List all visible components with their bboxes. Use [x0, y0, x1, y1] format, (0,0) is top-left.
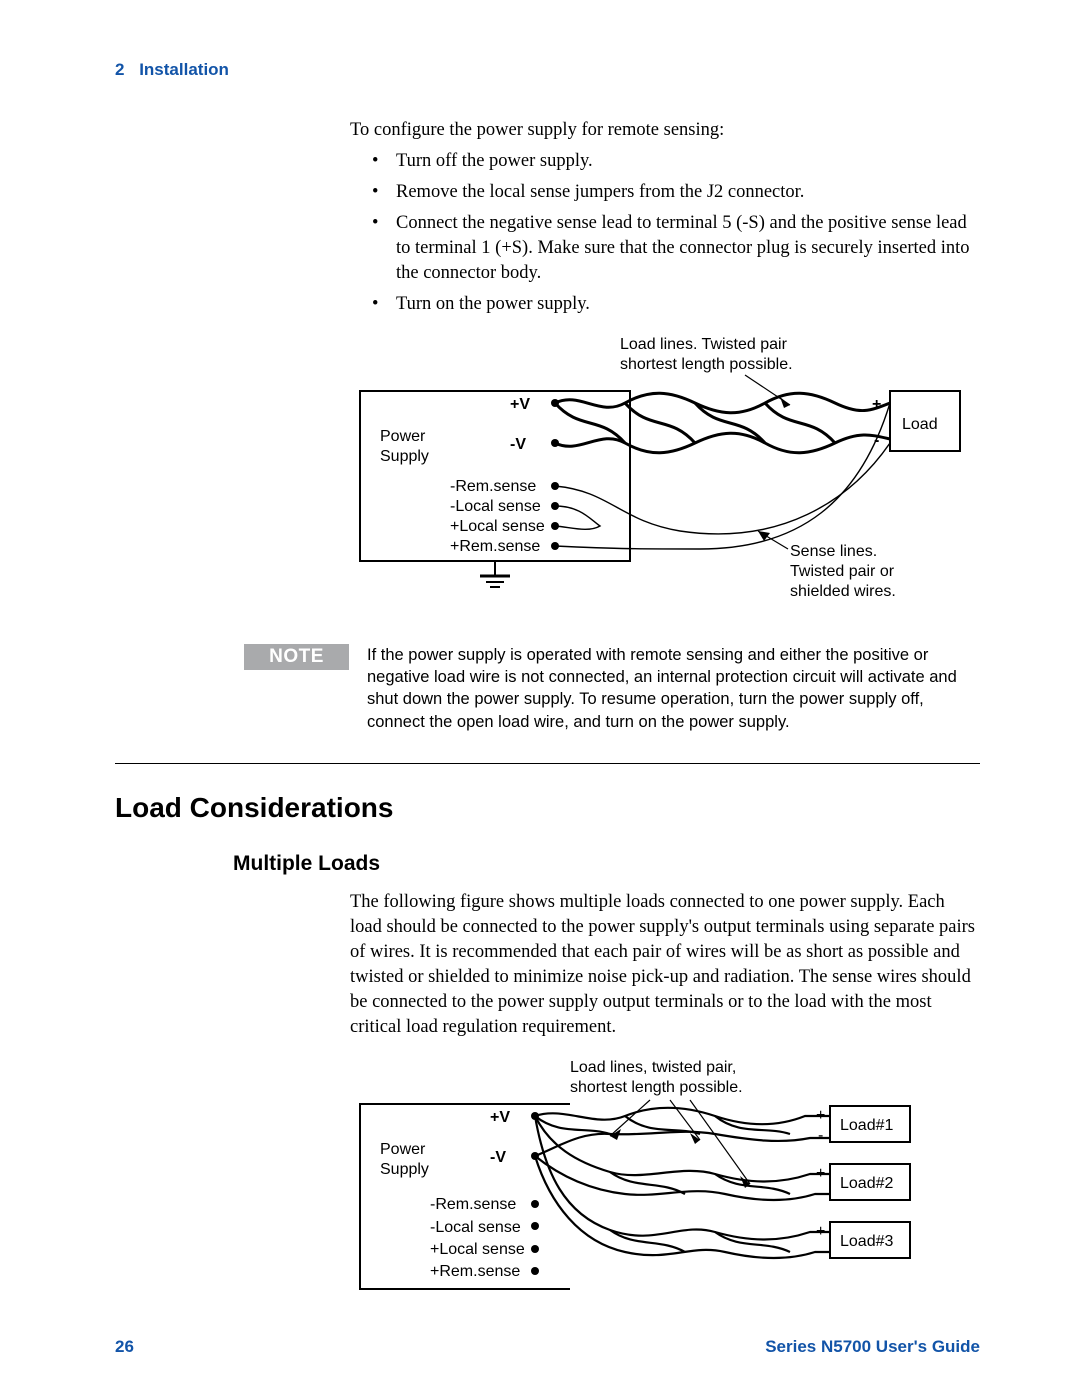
multi-block: The following figure shows multiple load…: [350, 890, 980, 1040]
figure-multiple-loads: Load lines, twisted pair, shortest lengt…: [350, 1054, 980, 1299]
note-row: NOTE If the power supply is operated wit…: [115, 644, 980, 733]
fig1-pls: +Local sense: [450, 518, 545, 535]
section-title: Load Considerations: [115, 792, 980, 824]
fig1-nv: -V: [510, 436, 526, 453]
intro-block: To configure the power supply for remote…: [350, 118, 980, 317]
bullet-item: Turn on the power supply.: [396, 292, 980, 317]
fig1-ps1: Power: [380, 428, 426, 445]
fig2-prs: +Rem.sense: [430, 1263, 520, 1280]
intro-text: To configure the power supply for remote…: [350, 118, 980, 143]
fig1-prs: +Rem.sense: [450, 538, 540, 555]
fig2-topnote2: shortest length possible.: [570, 1079, 743, 1096]
divider: [115, 763, 980, 764]
figure-remote-sense: Load lines. Twisted pair shortest length…: [350, 331, 980, 626]
fig2-nrs: -Rem.sense: [430, 1196, 516, 1213]
fig1-ps2: Supply: [380, 448, 429, 465]
fig1-sense3: shielded wires.: [790, 583, 896, 600]
page-number: 26: [115, 1337, 134, 1357]
fig2-load3: Load#3: [840, 1233, 893, 1250]
fig1-nrs: -Rem.sense: [450, 478, 536, 495]
fig2-pv: +V: [490, 1109, 510, 1126]
multi-para: The following figure shows multiple load…: [350, 890, 980, 1040]
fig1-sense2: Twisted pair or: [790, 563, 895, 580]
bullet-list: Turn off the power supply. Remove the lo…: [350, 149, 980, 317]
subsection-title: Multiple Loads: [233, 852, 980, 876]
page-footer: 26 Series N5700 User's Guide: [115, 1337, 980, 1357]
fig2-nv: -V: [490, 1149, 506, 1166]
fig1-nls: -Local sense: [450, 498, 541, 515]
chapter-number: 2: [115, 60, 124, 79]
bullet-item: Connect the negative sense lead to termi…: [396, 211, 980, 286]
page-header: 2 Installation: [115, 60, 980, 80]
fig2-pls: +Local sense: [430, 1241, 525, 1258]
fig1-topnote1: Load lines. Twisted pair: [620, 336, 788, 353]
fig1-pv: +V: [510, 396, 530, 413]
note-badge: NOTE: [244, 644, 349, 670]
fig2-load1: Load#1: [840, 1117, 893, 1134]
fig2-load2: Load#2: [840, 1175, 893, 1192]
fig1-plus: +: [872, 396, 881, 413]
bullet-item: Remove the local sense jumpers from the …: [396, 180, 980, 205]
fig1-load: Load: [902, 416, 938, 433]
fig2-topnote1: Load lines, twisted pair,: [570, 1059, 736, 1076]
guide-title: Series N5700 User's Guide: [765, 1337, 980, 1357]
fig1-sense1: Sense lines.: [790, 543, 877, 560]
fig2-ps1: Power: [380, 1141, 426, 1158]
fig1-topnote2: shortest length possible.: [620, 356, 793, 373]
chapter-title: Installation: [139, 60, 229, 79]
bullet-item: Turn off the power supply.: [396, 149, 980, 174]
fig2-ps2: Supply: [380, 1161, 429, 1178]
fig2-m1: -: [818, 1127, 823, 1144]
note-text: If the power supply is operated with rem…: [367, 644, 980, 733]
fig2-nls: -Local sense: [430, 1219, 521, 1236]
